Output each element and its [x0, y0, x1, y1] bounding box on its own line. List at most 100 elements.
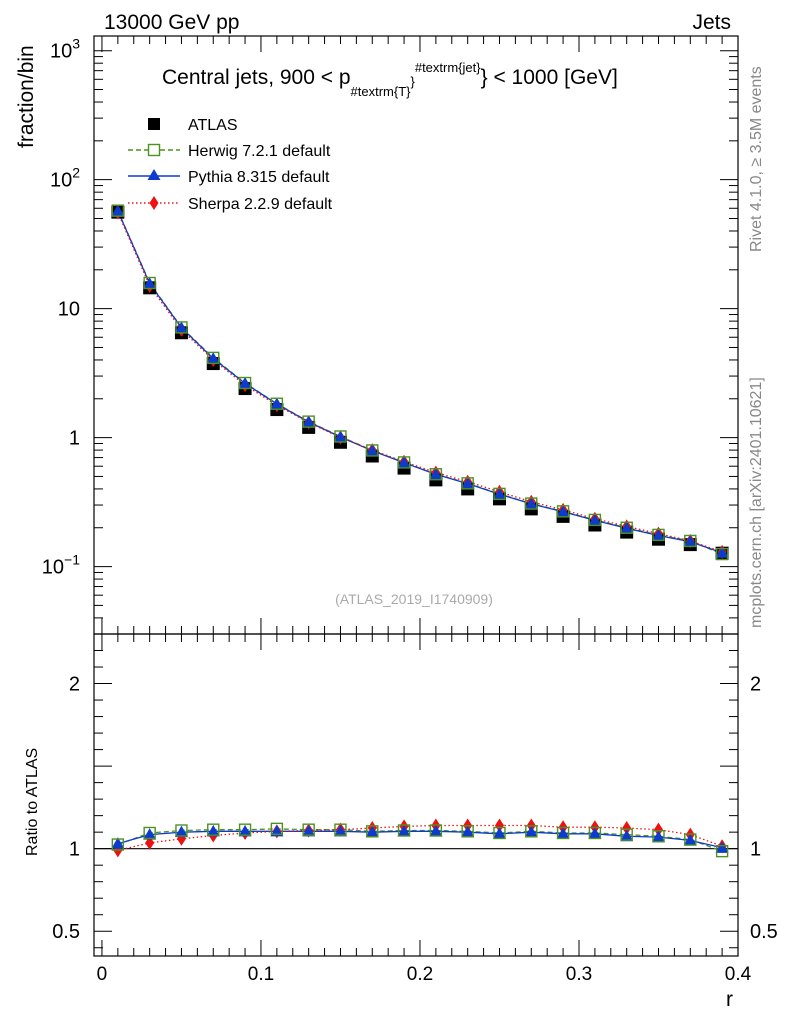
data-point-herwig: [620, 521, 633, 534]
ratio-point-herwig: [620, 828, 633, 841]
ratio-point-pythia: [715, 841, 729, 853]
data-point-herwig: [302, 415, 315, 428]
legend: ATLAS Herwig 7.2.1 default Pythia 8.315 …: [128, 117, 333, 213]
x-tick-label: 0.2: [407, 964, 433, 985]
data-point-herwig: [334, 430, 347, 443]
data-point-herwig: [429, 468, 443, 481]
data-point-herwig: [493, 487, 506, 501]
ratio-point-herwig: [684, 833, 697, 846]
legend-entry-herwig: Herwig 7.2.1 default: [128, 143, 331, 160]
chart-title-end: } < 1000 [GeV]: [481, 66, 618, 89]
ratio-line-sherpa: [117, 824, 723, 851]
y-tick-label-base: 10: [42, 557, 64, 579]
data-point-pythia: [588, 513, 602, 526]
ratio-point-herwig: [207, 823, 220, 836]
x-tick-label: 0.1: [248, 964, 274, 985]
data-point-pythia: [111, 204, 125, 216]
legend-label-sherpa: Sherpa 2.2.9 default: [188, 196, 333, 213]
ratio-tick-label: 1: [69, 839, 80, 861]
ratio-point-herwig: [556, 826, 570, 840]
ratio-point-herwig: [238, 823, 252, 836]
data-point-pythia: [524, 497, 538, 509]
legend-label-herwig: Herwig 7.2.1 default: [188, 143, 331, 160]
rivet-label: Rivet 4.1.0, ≥ 3.5M events: [748, 66, 765, 252]
ratio-point-pythia: [365, 825, 379, 838]
y-tick-label-exp: −1: [64, 552, 80, 568]
ratio-point-sherpa: [494, 818, 504, 833]
ratio-point-pythia: [588, 827, 602, 839]
legend-entry-sherpa: Sherpa 2.2.9 default: [128, 196, 333, 213]
data-point-herwig: [397, 456, 411, 469]
y-axis-title: fraction/bin: [15, 45, 38, 148]
ratio-point-pythia: [683, 833, 697, 846]
ratio-point-pythia: [556, 827, 570, 839]
ratio-axis-title: Ratio to ATLAS: [24, 748, 41, 856]
legend-marker-pythia: [147, 169, 161, 180]
ratio-point-pythia: [492, 827, 506, 839]
data-point-pythia: [429, 467, 443, 480]
ratio-point-pythia: [111, 837, 125, 849]
ratio-point-herwig: [525, 825, 538, 838]
ratio-point-herwig: [397, 824, 411, 837]
legend-label-atlas: ATLAS: [188, 117, 238, 134]
data-point-pythia: [492, 487, 506, 500]
ratio-point-pythia: [461, 825, 475, 838]
legend-marker-sherpa: [149, 196, 159, 210]
x-tick-label: 0.4: [725, 964, 752, 985]
ratio-point-pythia: [524, 825, 538, 838]
data-point-herwig: [715, 547, 729, 561]
data-point-pythia: [715, 546, 729, 558]
legend-marker-atlas: [148, 118, 160, 130]
y-tick-label: 10: [58, 299, 80, 321]
energy-label: 13000 GeV pp: [104, 11, 239, 34]
y-tick-label: 1: [69, 428, 80, 450]
ratio-tick-label-right: 1: [750, 839, 761, 861]
data-point-herwig: [207, 351, 220, 365]
ratio-point-herwig: [588, 826, 602, 840]
x-tick-label: 0.3: [566, 964, 592, 985]
y-tick-label: 10−1: [42, 552, 80, 579]
data-point-herwig: [238, 376, 252, 390]
ratio-tick-label: 2: [69, 674, 80, 696]
data-point-pythia: [397, 456, 411, 468]
ratio-point-pythia: [206, 824, 220, 837]
data-point-pythia: [143, 277, 157, 289]
data-point-herwig: [366, 444, 379, 457]
ratio-point-sherpa: [622, 821, 632, 836]
chart-title-close-sub: }: [411, 74, 416, 89]
ratio-point-herwig: [652, 830, 665, 843]
series-line-sherpa: [117, 212, 723, 553]
y-tick-label-exp: 3: [72, 36, 80, 52]
data-point-herwig: [588, 513, 602, 527]
ratio-point-herwig: [429, 824, 443, 837]
data-point-herwig: [270, 397, 284, 410]
data-point-pythia: [302, 415, 316, 428]
ratio-point-pythia: [302, 824, 316, 837]
ratio-tick-label: 0.5: [52, 921, 80, 943]
ratio-point-pythia: [397, 824, 411, 837]
analysis-id: (ATLAS_2019_I1740909): [335, 591, 493, 607]
series-line-herwig: [117, 210, 723, 555]
chart-title-main: Central jets, 900 < p: [162, 66, 351, 89]
process-label: Jets: [692, 11, 731, 34]
series-layer: [111, 204, 729, 858]
ratio-point-herwig: [302, 823, 315, 836]
ratio-point-pythia: [333, 824, 347, 837]
data-point-pythia: [333, 430, 347, 443]
data-point-pythia: [238, 376, 252, 389]
x-tick-label: 0: [97, 964, 108, 985]
ratio-point-pythia: [429, 824, 443, 837]
data-point-herwig: [175, 321, 188, 334]
data-point-pythia: [206, 352, 220, 364]
data-point-pythia: [620, 521, 634, 534]
y-tick-label-base: 10: [50, 170, 72, 192]
data-point-pythia: [651, 529, 665, 541]
ratio-point-herwig: [493, 826, 506, 840]
series-line-pythia: [117, 210, 723, 554]
ratio-point-herwig: [461, 825, 474, 838]
data-point-pythia: [556, 505, 570, 517]
ratio-point-pythia: [270, 824, 284, 837]
ratio-point-herwig: [111, 838, 125, 851]
